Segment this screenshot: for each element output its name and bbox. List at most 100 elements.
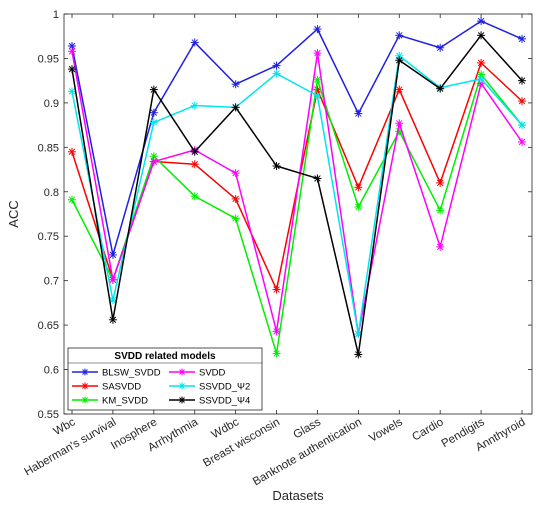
y-tick-label: 0.95 — [38, 53, 59, 65]
y-tick-label: 0.75 — [38, 231, 59, 243]
data-point — [436, 242, 445, 251]
y-tick-label: 0.65 — [38, 320, 59, 332]
data-point — [190, 192, 199, 201]
data-point — [395, 56, 404, 65]
data-point — [354, 202, 363, 211]
data-point — [313, 25, 322, 34]
y-axis-label: ACC — [6, 200, 21, 227]
data-point — [68, 147, 76, 156]
legend-marker — [178, 396, 186, 404]
series-line-ssvdd-2 — [71, 55, 523, 335]
data-point — [190, 147, 199, 156]
series-line-svdd — [71, 51, 523, 335]
data-point — [313, 49, 322, 58]
legend-marker — [81, 382, 89, 390]
data-point — [436, 43, 445, 52]
y-tick-label: 0.8 — [44, 187, 59, 199]
data-point — [68, 195, 76, 204]
data-point — [518, 34, 526, 43]
data-point — [354, 350, 363, 359]
data-point — [272, 61, 281, 70]
x-tick-label-glass: Glass — [291, 416, 323, 441]
series-line-km-svdd — [71, 73, 523, 355]
data-point — [313, 174, 322, 183]
y-axis: 0.55 0.6 0.65 0.7 0.75 0.8 0.85 0.9 0.95 1 — [38, 9, 532, 421]
y-tick-label: 0.7 — [44, 276, 59, 288]
data-point — [149, 152, 158, 161]
data-point — [68, 87, 76, 96]
data-point — [518, 121, 526, 130]
data-point — [190, 38, 199, 47]
y-tick-label: 0.9 — [44, 98, 59, 110]
data-point — [436, 178, 445, 187]
y-tick-label: 0.55 — [38, 409, 59, 421]
series-line-ssvdd-4 — [71, 34, 523, 356]
legend: SVDD related models BLSW_SVDD SVDD SASVDD SS… — [67, 347, 263, 411]
data-point — [272, 349, 281, 358]
data-point — [395, 119, 404, 128]
y-tick-label: 1 — [53, 9, 59, 21]
legend-label: BLSW_SVDD — [102, 368, 161, 379]
legend-item-ssvdd-2: SSVDD_Ψ2 — [169, 382, 250, 393]
data-point — [518, 138, 526, 146]
data-point — [395, 85, 404, 94]
series-line-blsw-svdd — [71, 20, 523, 256]
data-point — [518, 76, 526, 85]
data-point — [436, 84, 445, 93]
data-point — [436, 206, 445, 215]
data-point — [190, 101, 199, 110]
data-point — [272, 327, 281, 336]
legend-box — [67, 347, 263, 411]
data-point — [68, 65, 76, 74]
x-tick-label-breast-wisconsin: Breast wisconsin — [201, 416, 282, 470]
data-point — [395, 31, 404, 40]
legend-marker — [178, 382, 186, 390]
data-point — [354, 109, 363, 118]
x-tick-label-wdbc: Wdbc — [210, 416, 242, 441]
legend-title: SVDD related models — [114, 351, 216, 362]
data-point — [477, 31, 486, 40]
data-point — [231, 103, 240, 112]
series-ssvdd-4 — [68, 31, 526, 359]
legend-item-sasvdd: SASVDD — [72, 382, 141, 393]
x-axis-label: Datasets — [272, 488, 324, 503]
legend-item-svdd: SVDD — [169, 368, 226, 379]
data-point — [149, 108, 158, 117]
data-point — [272, 162, 281, 170]
series-svdd — [68, 47, 526, 338]
data-point — [108, 275, 117, 284]
data-point — [149, 118, 158, 127]
data-point — [477, 58, 486, 67]
series-layer — [68, 17, 526, 359]
legend-item-blsw-svdd: BLSW_SVDD — [72, 368, 161, 379]
legend-marker — [178, 368, 186, 376]
legend-label: SSVDD_Ψ2 — [199, 382, 250, 393]
legend-marker — [81, 368, 89, 376]
data-point — [477, 17, 486, 26]
data-point — [68, 47, 76, 56]
series-blsw-svdd — [68, 17, 526, 259]
legend-label: SVDD — [199, 368, 226, 379]
data-point — [149, 157, 158, 166]
legend-label: SSVDD_Ψ4 — [199, 396, 250, 407]
legend-marker — [81, 396, 89, 404]
legend-item-km-svdd: KM_SVDD — [72, 396, 148, 407]
data-point — [231, 194, 240, 203]
legend-item-ssvdd-4: SSVDD_Ψ4 — [169, 396, 250, 407]
data-point — [231, 169, 240, 178]
data-point — [354, 183, 363, 192]
data-point — [518, 97, 526, 106]
data-point — [313, 75, 322, 84]
legend-label: KM_SVDD — [102, 396, 148, 407]
y-tick-label: 0.6 — [44, 365, 59, 377]
data-point — [272, 69, 281, 78]
data-point — [231, 80, 240, 89]
data-point — [108, 250, 117, 259]
data-point — [231, 214, 240, 223]
data-point — [108, 315, 117, 324]
data-point — [149, 85, 158, 94]
y-tick-label: 0.85 — [38, 142, 59, 154]
data-point — [272, 285, 281, 294]
legend-label: SASVDD — [102, 382, 141, 393]
